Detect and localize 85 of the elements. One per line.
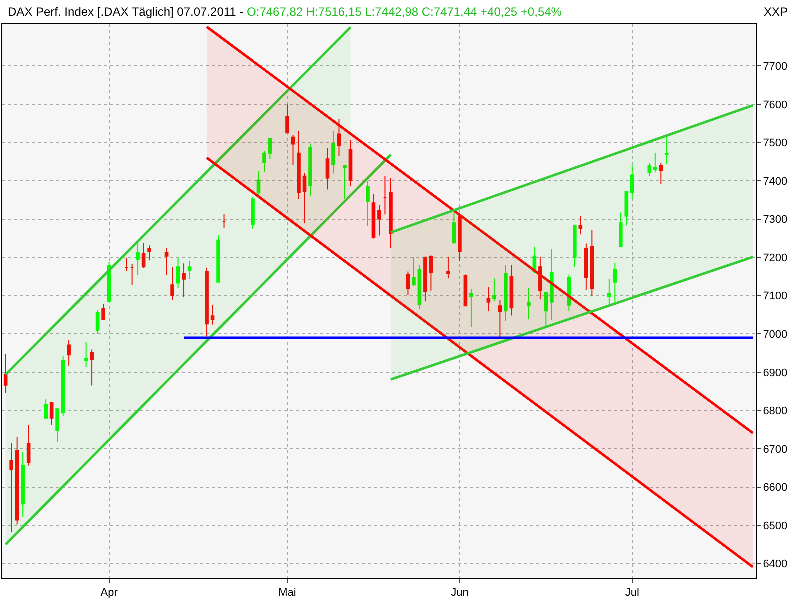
candlestick — [538, 256, 542, 300]
candlestick — [90, 349, 94, 386]
candlestick — [510, 264, 514, 316]
candlestick — [498, 300, 502, 338]
candlestick — [124, 257, 128, 272]
candlestick — [486, 286, 491, 312]
chart-subtitle: O:7467,82 H:7516,15 L:7442,98 C:7471,44 +40,25 +0,54% — [247, 5, 562, 19]
candlestick — [102, 304, 106, 320]
y-tick-label: 6600 — [763, 482, 788, 494]
y-tick-label: 7700 — [763, 60, 788, 73]
candlestick — [4, 354, 8, 394]
candlestick — [326, 148, 330, 190]
x-tick-label: Apr — [100, 587, 118, 600]
x-tick-label: Jun — [451, 587, 469, 600]
candlestick — [429, 255, 434, 292]
candlestick — [50, 402, 54, 426]
y-tick-label: 7100 — [763, 290, 788, 303]
candlestick — [624, 191, 629, 226]
candlestick — [21, 452, 25, 518]
candlestick — [337, 118, 342, 157]
y-tick-label: 6500 — [763, 520, 788, 532]
candlestick — [619, 212, 623, 248]
candlestick — [10, 442, 14, 533]
y-tick-label: 7200 — [763, 252, 788, 264]
candlestick — [446, 257, 450, 280]
candlestick — [291, 134, 296, 166]
candlestick — [136, 242, 140, 276]
candlestick — [44, 399, 48, 419]
candlestick — [458, 214, 462, 262]
candlestick — [297, 130, 301, 200]
candlestick — [56, 408, 60, 443]
candlestick — [182, 263, 186, 298]
candlestick — [84, 342, 88, 368]
candlestick — [348, 140, 353, 186]
candlestick — [142, 242, 146, 269]
y-tick-label: 7300 — [763, 214, 788, 226]
candlestick — [188, 260, 192, 280]
candlestick — [61, 356, 66, 417]
candlestick — [216, 234, 220, 283]
candlestick — [383, 176, 388, 216]
candlestick — [584, 243, 588, 291]
candlestick — [164, 248, 169, 276]
x-tick-label: Jul — [625, 587, 640, 600]
candlestick — [148, 245, 152, 262]
candlestick — [406, 271, 410, 296]
candlestick — [653, 152, 658, 174]
candlestick — [170, 266, 174, 301]
x-tick-label: Mai — [278, 587, 296, 600]
candlestick — [130, 264, 134, 286]
candlestick — [366, 180, 370, 227]
y-axis-title: XXP — [764, 5, 788, 19]
chart-title: DAX Perf. Index [.DAX Täglich] 07.07.2011 - — [8, 5, 244, 19]
candlestick — [176, 257, 180, 289]
candlestick — [464, 274, 468, 307]
candlestick — [26, 424, 31, 466]
candlestick — [210, 304, 215, 326]
candlestick — [573, 225, 577, 268]
y-tick-label: 7000 — [763, 328, 788, 341]
candlestick — [15, 436, 20, 526]
candlestick — [222, 214, 226, 229]
candlestick — [302, 172, 307, 224]
candlestick — [251, 196, 255, 230]
candlestick — [96, 310, 100, 335]
candlestick — [67, 340, 71, 366]
candlestick — [372, 194, 376, 240]
candlestick — [389, 178, 393, 249]
y-tick-label: 6400 — [763, 558, 788, 571]
candlestick — [286, 104, 290, 134]
candlestick — [205, 267, 209, 338]
candlestick — [590, 230, 594, 298]
candlestick — [608, 278, 612, 305]
candlestick — [648, 162, 652, 177]
y-tick-label: 7500 — [763, 138, 788, 150]
y-tick-label: 7600 — [763, 99, 788, 112]
candlestick — [378, 204, 382, 236]
candlestick — [630, 165, 634, 200]
y-tick-label: 6800 — [763, 406, 788, 418]
candlestick — [664, 136, 669, 166]
candlestick — [424, 256, 428, 302]
y-tick-label: 7400 — [763, 176, 788, 188]
candlestick — [578, 216, 583, 236]
candlestick — [613, 262, 618, 306]
candlestick — [659, 162, 664, 185]
y-tick-label: 6700 — [763, 444, 788, 456]
y-tick-label: 6900 — [763, 367, 788, 380]
